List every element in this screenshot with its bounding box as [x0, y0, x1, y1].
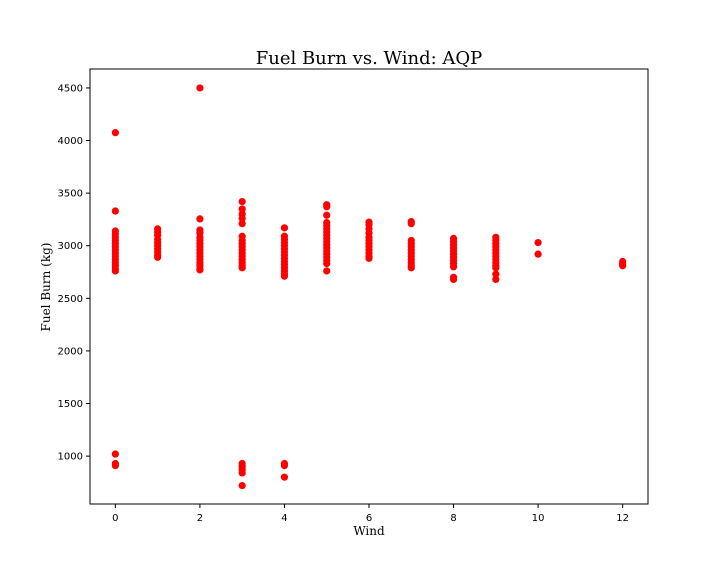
scatter-point: [111, 207, 119, 215]
scatter-point: [111, 129, 119, 137]
scatter-point: [407, 264, 415, 272]
scatter-point: [323, 260, 331, 268]
scatter-point: [111, 462, 119, 470]
scatter-point: [407, 220, 415, 228]
scatter-point: [619, 262, 627, 270]
scatter-point: [280, 473, 289, 481]
x-axis-label: Wind: [353, 524, 385, 538]
scatter-point: [492, 275, 500, 283]
scatter-point: [449, 263, 458, 271]
scatter-point: [280, 462, 289, 470]
scatter-point: [196, 215, 204, 223]
plot-area: [111, 84, 627, 490]
scatter-point: [323, 203, 331, 211]
y-tick-label: 2000: [58, 346, 83, 357]
scatter-point: [492, 264, 500, 272]
scatter-point: [534, 238, 542, 247]
y-tick-label: 3000: [58, 241, 83, 252]
x-tick-label: 0: [112, 513, 118, 524]
scatter-point: [238, 481, 246, 490]
scatter-point: [280, 272, 289, 280]
x-tick-label: 12: [616, 513, 629, 524]
x-tick-label: 2: [197, 513, 203, 524]
scatter-point: [238, 264, 246, 272]
scatter-point: [111, 450, 119, 458]
scatter-point: [238, 214, 246, 222]
x-tick-label: 10: [532, 513, 545, 524]
y-tick-label: 1500: [58, 399, 83, 410]
scatter-point: [238, 197, 246, 206]
scatter-point: [154, 253, 162, 261]
y-tick-label: 1000: [58, 452, 83, 463]
y-axis: 1000 1500 2000 2500 3000 3500 4000 4500: [58, 83, 90, 463]
x-tick-label: 6: [366, 513, 372, 524]
plot-frame: [89, 68, 649, 505]
scatter-point: [323, 211, 331, 219]
scatter-point: [238, 205, 246, 213]
scatter-point: [111, 267, 119, 275]
y-tick-label: 2500: [58, 294, 83, 305]
scatter-point: [449, 275, 458, 283]
scatter-point: [238, 469, 246, 477]
scatter-point: [196, 266, 204, 274]
scatter-point: [365, 254, 373, 262]
scatter-point: [492, 270, 500, 278]
scatter-point: [238, 220, 246, 228]
x-tick-label: 4: [281, 513, 287, 524]
scatter-point: [196, 84, 204, 92]
chart-title: Fuel Burn vs. Wind: AQP: [256, 48, 483, 69]
x-tick-label: 8: [450, 513, 456, 524]
y-tick-label: 3500: [58, 189, 83, 200]
y-axis-label: Fuel Burn (kg): [39, 243, 53, 332]
y-tick-label: 4500: [58, 83, 83, 94]
x-axis: 0 2 4 6 8 10 12: [112, 504, 629, 524]
scatter-point: [280, 224, 289, 232]
scatter-point: [323, 267, 331, 275]
y-tick-label: 4000: [58, 136, 83, 147]
scatter-point: [534, 250, 542, 258]
